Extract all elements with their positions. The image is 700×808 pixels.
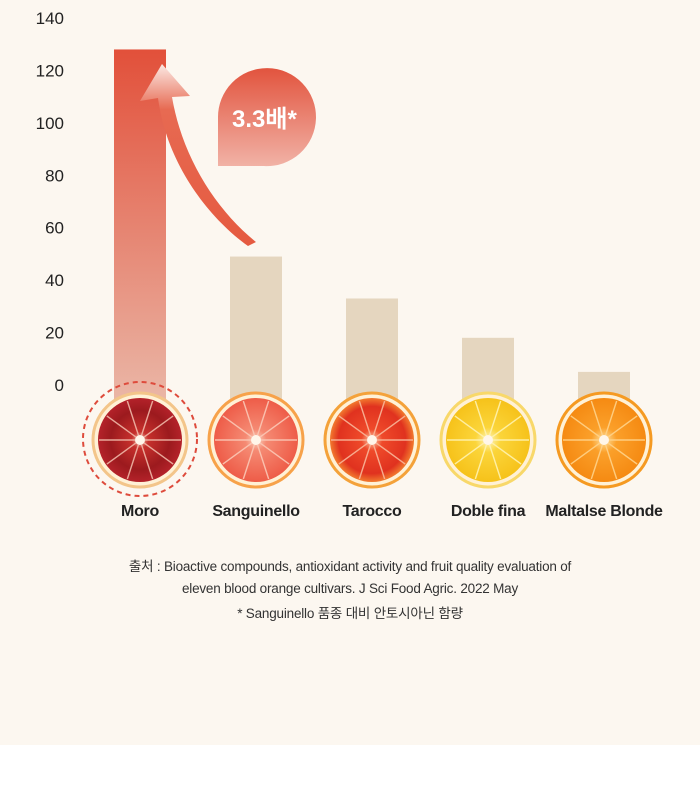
bar-tarocco bbox=[346, 298, 398, 400]
curved-arrow-icon bbox=[140, 64, 256, 246]
blood-orange-sanguinello-icon bbox=[207, 391, 305, 489]
footnote: * Sanguinello 품종 대비 안토시아닌 함량 bbox=[237, 606, 463, 621]
y-axis: 0 20 40 60 80 100 120 140 bbox=[36, 9, 64, 395]
bar-moro bbox=[114, 49, 166, 400]
y-tick-label: 40 bbox=[45, 271, 64, 290]
bar-sanguinello bbox=[230, 256, 282, 400]
source-line-1: 출처 : Bioactive compounds, antioxidant ac… bbox=[128, 559, 572, 574]
blood-orange-moro-icon bbox=[91, 391, 189, 489]
highlight-dashed-circle bbox=[82, 381, 198, 497]
bar-doble-fina bbox=[462, 337, 514, 400]
y-tick-label: 60 bbox=[45, 219, 64, 238]
anthocyanin-bar-chart: 0 20 40 60 80 100 120 140 3.3배* Moro Sanguinello… bbox=[36, 9, 664, 520]
y-tick-label: 80 bbox=[45, 166, 64, 185]
category-label: Moro bbox=[121, 503, 159, 520]
lemon-doble-fina-icon bbox=[439, 391, 537, 489]
ratio-callout: 3.3배* bbox=[217, 68, 316, 167]
source-citation: 출처 : Bioactive compounds, antioxidant ac… bbox=[0, 556, 700, 625]
category-label: Doble fina bbox=[451, 503, 526, 520]
chart-panel: 0 20 40 60 80 100 120 140 3.3배* Moro Sanguinello… bbox=[0, 0, 700, 745]
y-tick-label: 20 bbox=[45, 324, 64, 343]
speech-bubble-icon bbox=[217, 68, 316, 167]
ratio-callout-text: 3.3배* bbox=[232, 106, 297, 133]
growth-arrow bbox=[140, 64, 256, 246]
category-label: Maltalse Blonde bbox=[545, 503, 663, 520]
category-label: Sanguinello bbox=[212, 503, 300, 520]
category-labels: Moro Sanguinello Tarocco Doble fina Maltalse… bbox=[121, 503, 663, 520]
blood-orange-tarocco-icon bbox=[323, 391, 421, 489]
source-line-2: eleven blood orange cultivars. J Sci Foo… bbox=[181, 581, 519, 596]
category-label: Tarocco bbox=[343, 503, 402, 520]
y-tick-label: 120 bbox=[36, 61, 64, 80]
fruit-images bbox=[82, 381, 653, 497]
y-tick-label: 100 bbox=[36, 114, 64, 133]
y-tick-label: 140 bbox=[36, 9, 64, 28]
orange-maltalse-blonde-icon bbox=[555, 391, 653, 489]
bars bbox=[114, 49, 630, 400]
y-tick-label: 0 bbox=[55, 376, 64, 395]
